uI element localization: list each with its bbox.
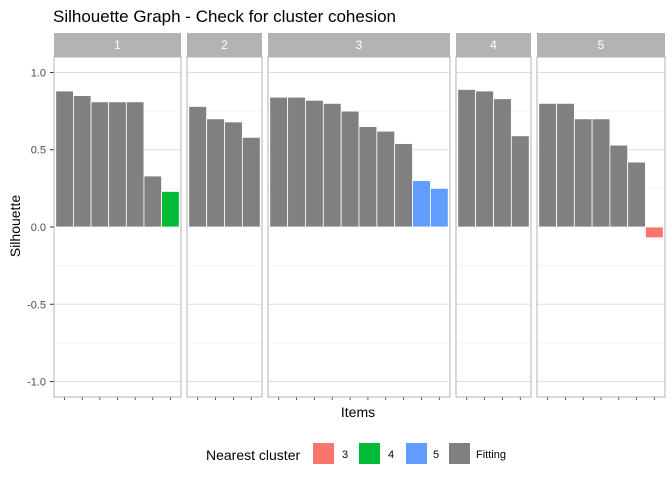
bar (429, 187, 449, 228)
facet-strip-label: 3 (356, 38, 363, 52)
facet-strip (187, 33, 262, 57)
bar (475, 90, 494, 228)
legend-label: 4 (388, 449, 394, 461)
y-tick-label: 0.0 (31, 222, 46, 234)
bar (322, 102, 342, 228)
y-tick-label: -1.0 (27, 377, 46, 389)
bar (206, 118, 225, 228)
legend: 3 4 5 Fitting (313, 443, 506, 464)
bar (305, 99, 324, 228)
legend-title: Nearest cluster (206, 447, 300, 463)
panel-border (536, 56, 666, 398)
legend-label: Fitting (476, 449, 506, 461)
bar (269, 96, 289, 228)
bar (591, 118, 611, 228)
bar (609, 144, 629, 228)
legend-key (406, 443, 427, 464)
panel-border (186, 56, 263, 398)
bar (573, 118, 593, 228)
facet-strip-label: 5 (598, 38, 605, 52)
bar (493, 98, 512, 228)
bar (538, 102, 557, 228)
bar (90, 101, 110, 228)
bar (125, 101, 145, 228)
panel-border (53, 56, 182, 398)
facet-strip (456, 33, 531, 57)
bar (394, 143, 413, 228)
legend-key (359, 443, 380, 464)
legend-label: 5 (433, 449, 439, 461)
bar (73, 95, 92, 228)
x-axis-label: Items (341, 404, 375, 420)
facet-strip (537, 33, 665, 57)
bar (287, 96, 306, 228)
y-axis-label: Silhouette (7, 195, 23, 257)
y-tick-label: 1.0 (31, 67, 46, 79)
bar (108, 101, 127, 228)
plot-area: 1.0 0.5 0.0 -0.5 -1.0 1 2 3 4 5 (27, 33, 666, 400)
panel-border (267, 56, 451, 398)
bar (376, 130, 396, 228)
legend-key (449, 443, 470, 464)
facet-strip (268, 33, 450, 57)
facet-strip-label: 1 (114, 38, 121, 52)
bar (241, 136, 261, 228)
bar (161, 191, 180, 228)
bar (556, 102, 575, 228)
legend-key (313, 443, 334, 464)
bar (627, 161, 646, 228)
bar (55, 90, 74, 228)
bar (645, 226, 664, 239)
facet-strip-label: 2 (221, 38, 228, 52)
y-tick-label: -0.5 (27, 299, 46, 311)
y-tick-label: 0.5 (31, 145, 46, 157)
panel-border (455, 56, 532, 398)
bar (412, 180, 431, 228)
facet-strip-label: 4 (490, 38, 497, 52)
bar (224, 121, 243, 228)
bar (358, 126, 378, 228)
bar (188, 106, 208, 228)
bar (457, 89, 477, 228)
bar (143, 175, 162, 228)
legend-label: 3 (342, 449, 348, 461)
chart-title: Silhouette Graph - Check for cluster coh… (53, 7, 396, 26)
bar (340, 110, 360, 228)
facet-strip (54, 33, 181, 57)
bar (510, 135, 530, 228)
